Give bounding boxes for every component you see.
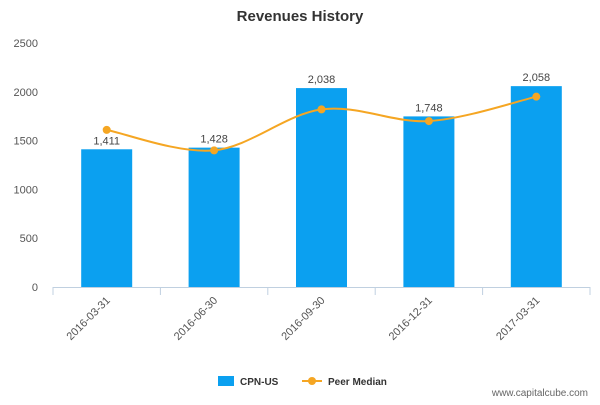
bar-cpn-us[interactable] [81,149,133,287]
bar-value-label: 2,038 [308,74,336,86]
bar-cpn-us[interactable] [296,88,347,287]
legend-marker-peer-median[interactable] [308,377,316,385]
legend-label-cpn-us[interactable]: CPN-US [240,377,279,388]
peer-median-point[interactable] [210,146,219,155]
bar-value-label: 2,058 [523,72,551,84]
legend-label-peer-median[interactable]: Peer Median [328,377,387,388]
watermark: www.capitalcube.com [491,388,588,399]
peer-median-point[interactable] [424,117,433,126]
bar-data-labels: 1,411 1,428 2,038 1,748 2,058 [93,72,550,147]
x-tick-label: 2016-03-31 [65,295,113,343]
y-tick-label: 500 [20,233,38,245]
bar-cpn-us[interactable] [188,147,240,287]
legend-swatch-cpn-us[interactable] [218,376,234,386]
bar-cpn-us[interactable] [403,116,455,287]
x-tick-label: 2017-03-31 [494,295,542,343]
peer-median-point[interactable] [532,92,541,101]
y-tick-label: 2000 [14,87,38,99]
bar-value-label: 1,428 [200,134,228,146]
x-axis: 2016-03-31 2016-06-30 2016-09-30 2016-12-31… [52,287,591,343]
y-tick-label: 1000 [14,184,38,196]
x-tick-label: 2016-12-31 [387,295,435,343]
y-tick-label: 2500 [14,38,38,50]
bar-value-label: 1,748 [415,102,443,114]
chart-title: Revenues History [237,8,364,25]
x-tick-label: 2016-09-30 [279,295,327,343]
y-tick-label: 0 [32,282,38,294]
y-axis: 0 500 1000 1500 2000 2500 [14,38,38,294]
y-tick-label: 1500 [14,136,38,148]
x-tick-label: 2016-06-30 [172,295,220,343]
peer-median-point[interactable] [102,125,111,134]
legend: CPN-US Peer Median [218,376,387,388]
bar-value-label: 1,411 [93,135,120,147]
bar-cpn-us[interactable] [510,86,562,288]
line-series [102,92,541,155]
bar-series [81,86,562,288]
peer-median-point[interactable] [317,105,326,114]
